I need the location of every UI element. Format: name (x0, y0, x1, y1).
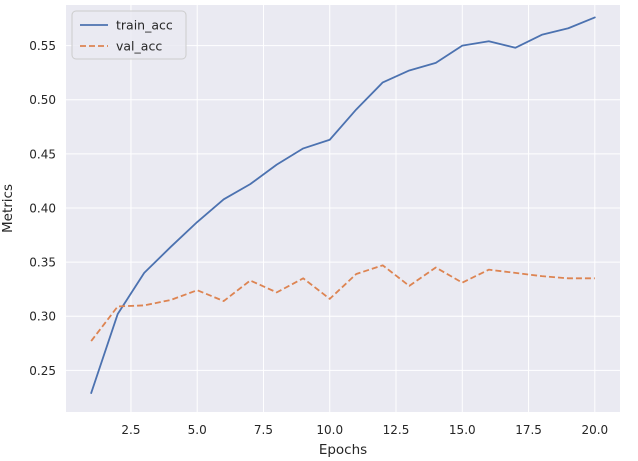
y-tick-label: 0.25 (29, 364, 56, 378)
plot-area (66, 5, 620, 412)
y-tick-label: 0.55 (29, 39, 56, 53)
x-tick-labels: 2.5 5.0 7.5 10.0 12.5 15.0 17.5 20.0 (121, 423, 608, 437)
x-tick-label: 20.0 (581, 423, 608, 437)
y-tick-label: 0.35 (29, 256, 56, 270)
x-tick-label: 7.5 (254, 423, 273, 437)
x-tick-label: 15.0 (449, 423, 476, 437)
y-axis-label: Metrics (0, 184, 16, 233)
series-lines (90, 16, 596, 394)
series-line-train-acc (90, 16, 596, 394)
x-tick-label: 10.0 (316, 423, 343, 437)
legend-label-val-acc: val_acc (116, 39, 162, 54)
series-line-val-acc (90, 264, 595, 342)
x-tick-label: 5.0 (188, 423, 207, 437)
y-tick-label: 0.40 (29, 201, 56, 215)
y-tick-labels: 0.25 0.30 0.35 0.40 0.45 0.50 0.55 (29, 39, 56, 378)
y-tick-label: 0.30 (29, 310, 56, 324)
x-tick-label: 17.5 (515, 423, 542, 437)
x-tick-label: 2.5 (121, 423, 140, 437)
y-tick-label: 0.50 (29, 93, 56, 107)
y-tick-label: 0.45 (29, 147, 56, 161)
legend: train_acc val_acc (71, 10, 187, 60)
x-axis-label: Epochs (319, 442, 367, 458)
grid-lines (66, 5, 620, 412)
legend-box (71, 10, 187, 60)
x-tick-label: 12.5 (383, 423, 410, 437)
legend-label-train-acc: train_acc (116, 18, 173, 33)
